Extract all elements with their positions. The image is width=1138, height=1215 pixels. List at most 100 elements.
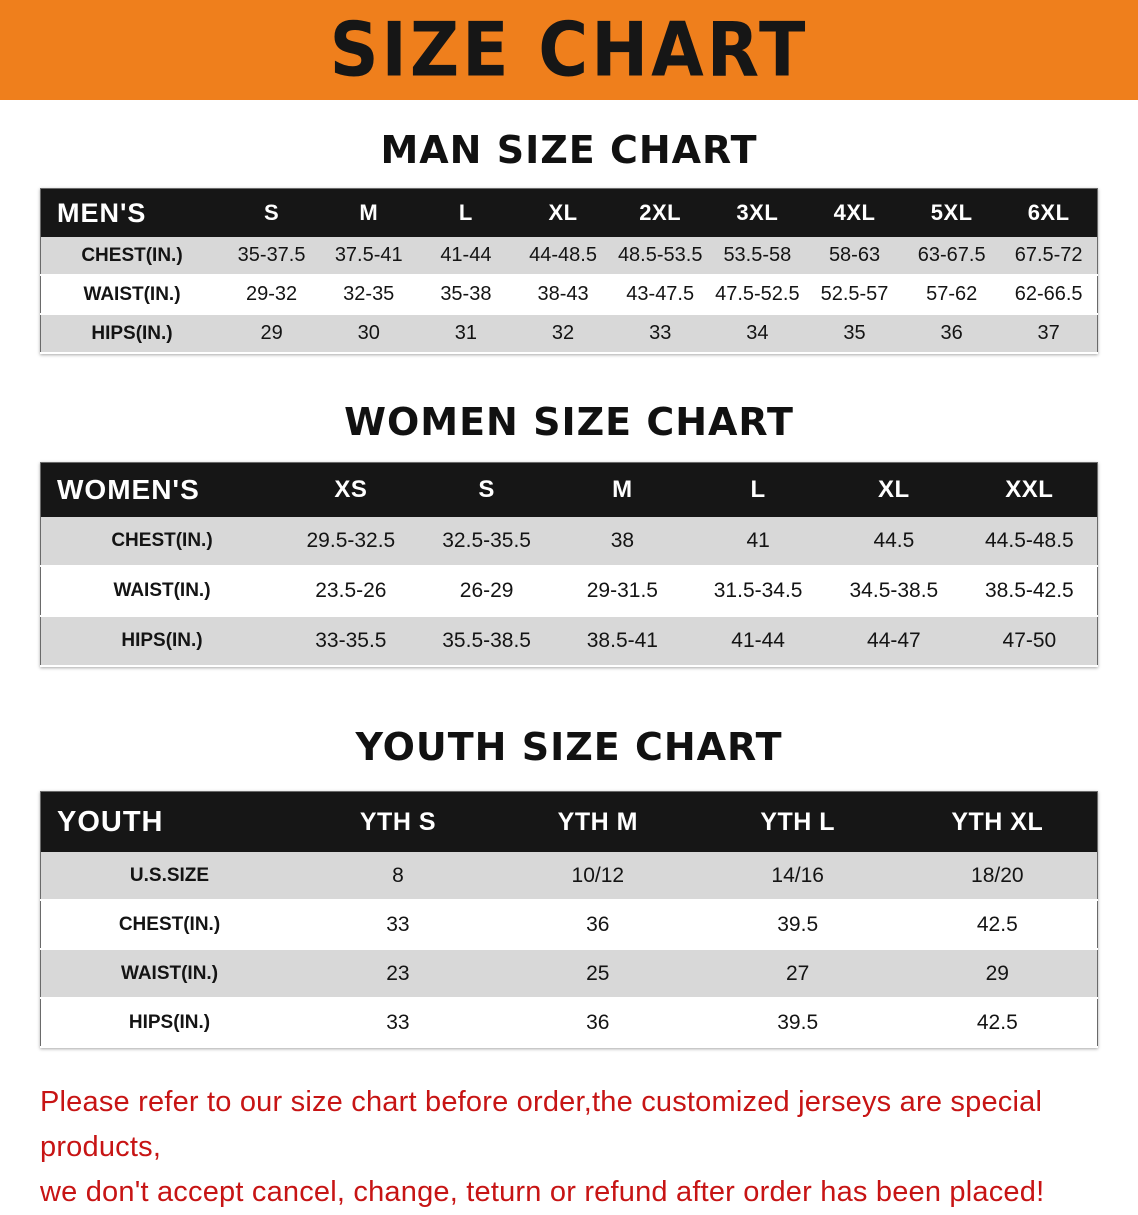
size-header-cell: L — [690, 462, 826, 517]
value-cell: 34 — [708, 314, 806, 354]
size-header-cell: XS — [283, 462, 419, 517]
value-cell: 29 — [223, 314, 321, 354]
table-row: CHEST(IN.) 33 36 39.5 42.5 — [40, 900, 1098, 950]
size-header-cell: M — [320, 188, 418, 237]
size-header-cell: S — [223, 188, 321, 237]
value-cell: 36 — [497, 998, 698, 1048]
value-cell: 39.5 — [697, 900, 898, 950]
table-row: HIPS(IN.) 33 36 39.5 42.5 — [40, 998, 1098, 1048]
value-cell: 42.5 — [897, 900, 1098, 950]
row-label-cell: HIPS(IN.) — [40, 616, 283, 667]
value-cell: 32.5-35.5 — [418, 517, 555, 567]
size-header-cell: 5XL — [903, 188, 1001, 237]
youth-section-heading: YOUTH SIZE CHART — [355, 725, 783, 769]
value-cell: 35-38 — [417, 275, 515, 315]
value-cell: 33-35.5 — [283, 616, 419, 667]
value-cell: 44-48.5 — [514, 237, 612, 276]
order-disclaimer: Please refer to our size chart before or… — [40, 1080, 1100, 1215]
value-cell: 43-47.5 — [611, 275, 709, 315]
value-cell: 38.5-42.5 — [961, 566, 1098, 617]
table-header-row: MEN'S S M L XL 2XL 3XL 4XL 5XL 6XL — [40, 188, 1098, 237]
value-cell: 37 — [1000, 314, 1098, 354]
value-cell: 36 — [903, 314, 1001, 354]
men-size-section: MAN SIZE CHART MEN'S S M L XL 2XL 3XL 4XL 5XL 6XL… — [0, 128, 1138, 354]
value-cell: 38-43 — [514, 275, 612, 315]
disclaimer-line-1: Please refer to our size chart before or… — [40, 1086, 1043, 1163]
size-header-cell: YTH XL — [897, 791, 1098, 852]
table-row: WAIST(IN.) 29-32 32-35 35-38 38-43 43-47.5 47.… — [40, 275, 1098, 315]
row-label-cell: WAIST(IN.) — [40, 949, 298, 999]
value-cell: 29 — [897, 949, 1098, 999]
value-cell: 14/16 — [697, 852, 898, 901]
value-cell: 47-50 — [961, 616, 1098, 667]
value-cell: 29-31.5 — [554, 566, 691, 617]
value-cell: 37.5-41 — [320, 237, 418, 276]
value-cell: 57-62 — [903, 275, 1001, 315]
table-row: WAIST(IN.) 23 25 27 29 — [40, 949, 1098, 999]
size-header-cell: 6XL — [1000, 188, 1098, 237]
size-header-cell: YTH M — [497, 791, 698, 852]
row-label-cell: HIPS(IN.) — [40, 998, 298, 1048]
row-label-cell: WAIST(IN.) — [40, 566, 283, 617]
size-header-cell: YTH L — [697, 791, 898, 852]
size-header-cell: L — [417, 188, 515, 237]
disclaimer-line-2: we don't accept cancel, change, teturn o… — [40, 1175, 1045, 1208]
table-row: HIPS(IN.) 29 30 31 32 33 34 35 36 37 — [40, 314, 1098, 354]
size-header-cell: 3XL — [708, 188, 806, 237]
value-cell: 18/20 — [897, 852, 1098, 901]
size-header-cell: S — [418, 462, 555, 517]
value-cell: 42.5 — [897, 998, 1098, 1048]
women-size-section: WOMEN SIZE CHART WOMEN'S XS S M L XL XXL CHEST(… — [0, 400, 1138, 667]
value-cell: 27 — [697, 949, 898, 999]
size-header-cell: 4XL — [805, 188, 904, 237]
value-cell: 31.5-34.5 — [690, 566, 826, 617]
value-cell: 33 — [611, 314, 709, 354]
men-section-heading: MAN SIZE CHART — [380, 128, 758, 172]
table-title-cell: WOMEN'S — [40, 462, 283, 517]
row-label-cell: U.S.SIZE — [40, 852, 298, 901]
value-cell: 29.5-32.5 — [283, 517, 419, 567]
value-cell: 58-63 — [805, 237, 904, 276]
size-header-cell: YTH S — [298, 791, 498, 852]
size-header-cell: XXL — [961, 462, 1098, 517]
value-cell: 25 — [497, 949, 698, 999]
value-cell: 32 — [514, 314, 612, 354]
men-size-table: MEN'S S M L XL 2XL 3XL 4XL 5XL 6XL CHEST(IN.) 35-37… — [40, 188, 1098, 354]
value-cell: 29-32 — [223, 275, 321, 315]
row-label-cell: CHEST(IN.) — [40, 237, 223, 276]
value-cell: 41-44 — [690, 616, 826, 667]
value-cell: 41-44 — [417, 237, 515, 276]
value-cell: 35.5-38.5 — [418, 616, 555, 667]
value-cell: 53.5-58 — [708, 237, 806, 276]
youth-size-table: YOUTH YTH S YTH M YTH L YTH XL U.S.SIZE 8 10/12… — [40, 791, 1098, 1048]
value-cell: 48.5-53.5 — [611, 237, 709, 276]
value-cell: 8 — [298, 852, 498, 901]
table-row: CHEST(IN.) 29.5-32.5 32.5-35.5 38 41 44.5 44.5… — [40, 517, 1098, 567]
value-cell: 32-35 — [320, 275, 418, 315]
size-header-cell: XL — [826, 462, 962, 517]
table-row: CHEST(IN.) 35-37.5 37.5-41 41-44 44-48.5 48.5… — [40, 237, 1098, 276]
value-cell: 47.5-52.5 — [708, 275, 806, 315]
value-cell: 39.5 — [697, 998, 898, 1048]
table-title-cell: MEN'S — [40, 188, 223, 237]
table-header-row: WOMEN'S XS S M L XL XXL — [40, 462, 1098, 517]
value-cell: 38.5-41 — [554, 616, 691, 667]
value-cell: 10/12 — [497, 852, 698, 901]
value-cell: 44.5-48.5 — [961, 517, 1098, 567]
women-section-heading: WOMEN SIZE CHART — [344, 400, 794, 444]
value-cell: 52.5-57 — [805, 275, 904, 315]
value-cell: 38 — [554, 517, 691, 567]
table-row: U.S.SIZE 8 10/12 14/16 18/20 — [40, 852, 1098, 901]
table-row: HIPS(IN.) 33-35.5 35.5-38.5 38.5-41 41-44 44-… — [40, 616, 1098, 667]
value-cell: 34.5-38.5 — [826, 566, 962, 617]
women-size-table: WOMEN'S XS S M L XL XXL CHEST(IN.) 29.5-32.5 32.5… — [40, 462, 1098, 667]
value-cell: 67.5-72 — [1000, 237, 1098, 276]
value-cell: 41 — [690, 517, 826, 567]
value-cell: 26-29 — [418, 566, 555, 617]
row-label-cell: CHEST(IN.) — [40, 517, 283, 567]
size-chart-banner: SIZE CHART — [0, 0, 1138, 100]
value-cell: 35 — [805, 314, 904, 354]
table-row: WAIST(IN.) 23.5-26 26-29 29-31.5 31.5-34.5 34… — [40, 566, 1098, 617]
value-cell: 31 — [417, 314, 515, 354]
row-label-cell: WAIST(IN.) — [40, 275, 223, 315]
